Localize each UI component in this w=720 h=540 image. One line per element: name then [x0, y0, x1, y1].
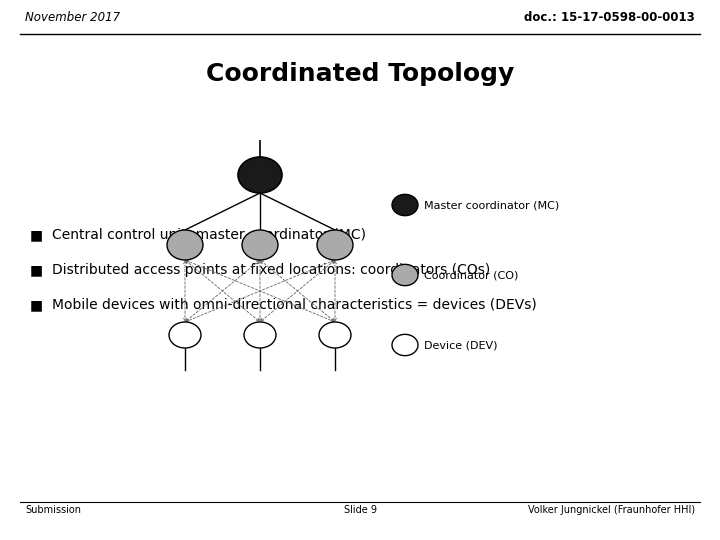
- Ellipse shape: [238, 157, 282, 193]
- Text: ■: ■: [30, 298, 43, 312]
- Text: Slide 9: Slide 9: [343, 505, 377, 515]
- Text: ■: ■: [30, 263, 43, 277]
- Ellipse shape: [319, 322, 351, 348]
- Text: doc.: 15-17-0598-00-0013: doc.: 15-17-0598-00-0013: [524, 11, 695, 24]
- Ellipse shape: [392, 194, 418, 215]
- Ellipse shape: [242, 230, 278, 260]
- Text: Central control unit: master coordinator (MC): Central control unit: master coordinator…: [52, 228, 366, 242]
- Text: Coordinated Topology: Coordinated Topology: [206, 62, 514, 86]
- Text: Device (DEV): Device (DEV): [424, 340, 498, 350]
- Text: Master coordinator (MC): Master coordinator (MC): [424, 200, 559, 210]
- Text: Coordinator (CO): Coordinator (CO): [424, 270, 518, 280]
- Ellipse shape: [392, 334, 418, 356]
- Text: Mobile devices with omni-directional characteristics = devices (DEVs): Mobile devices with omni-directional cha…: [52, 298, 536, 312]
- Ellipse shape: [392, 265, 418, 286]
- Ellipse shape: [244, 322, 276, 348]
- Ellipse shape: [169, 322, 201, 348]
- Text: Submission: Submission: [25, 505, 81, 515]
- Text: Volker Jungnickel (Fraunhofer HHI): Volker Jungnickel (Fraunhofer HHI): [528, 505, 695, 515]
- Ellipse shape: [167, 230, 203, 260]
- Text: November 2017: November 2017: [25, 11, 120, 24]
- Ellipse shape: [317, 230, 353, 260]
- Text: ■: ■: [30, 228, 43, 242]
- Text: Distributed access points at fixed locations: coordinators (COs): Distributed access points at fixed locat…: [52, 263, 490, 277]
